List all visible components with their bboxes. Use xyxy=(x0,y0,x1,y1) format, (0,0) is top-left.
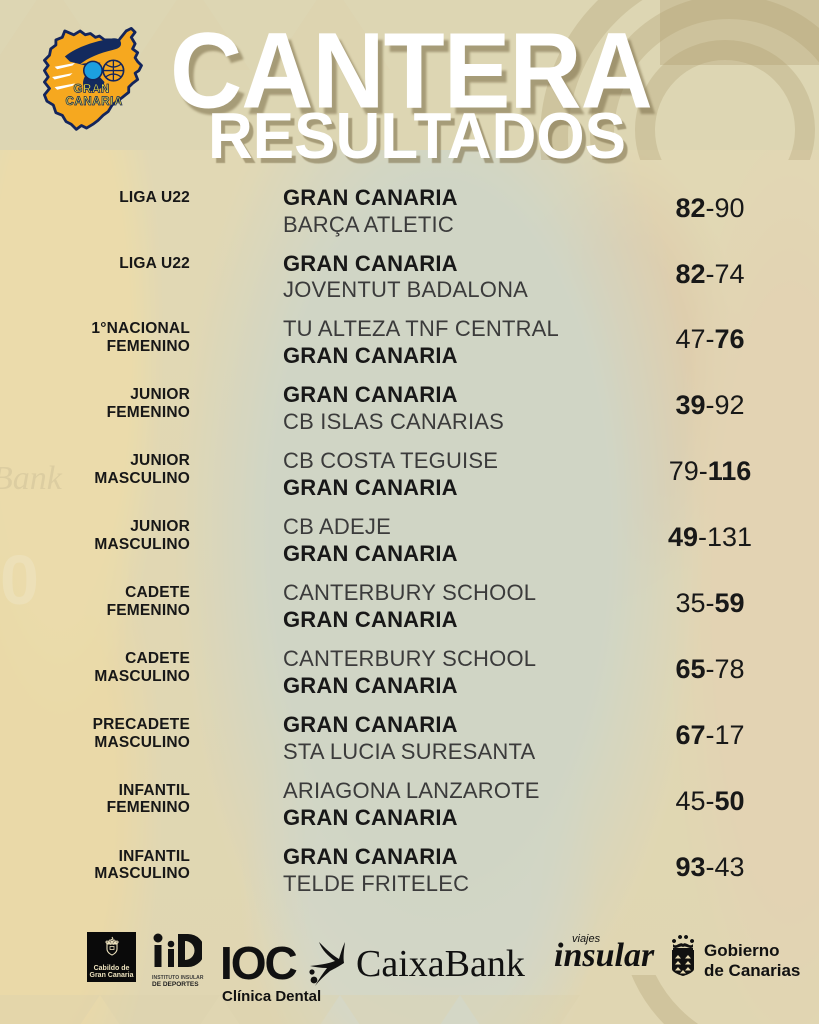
svg-text:GRAN: GRAN xyxy=(73,83,109,95)
svg-text:CANARIA: CANARIA xyxy=(65,96,122,108)
